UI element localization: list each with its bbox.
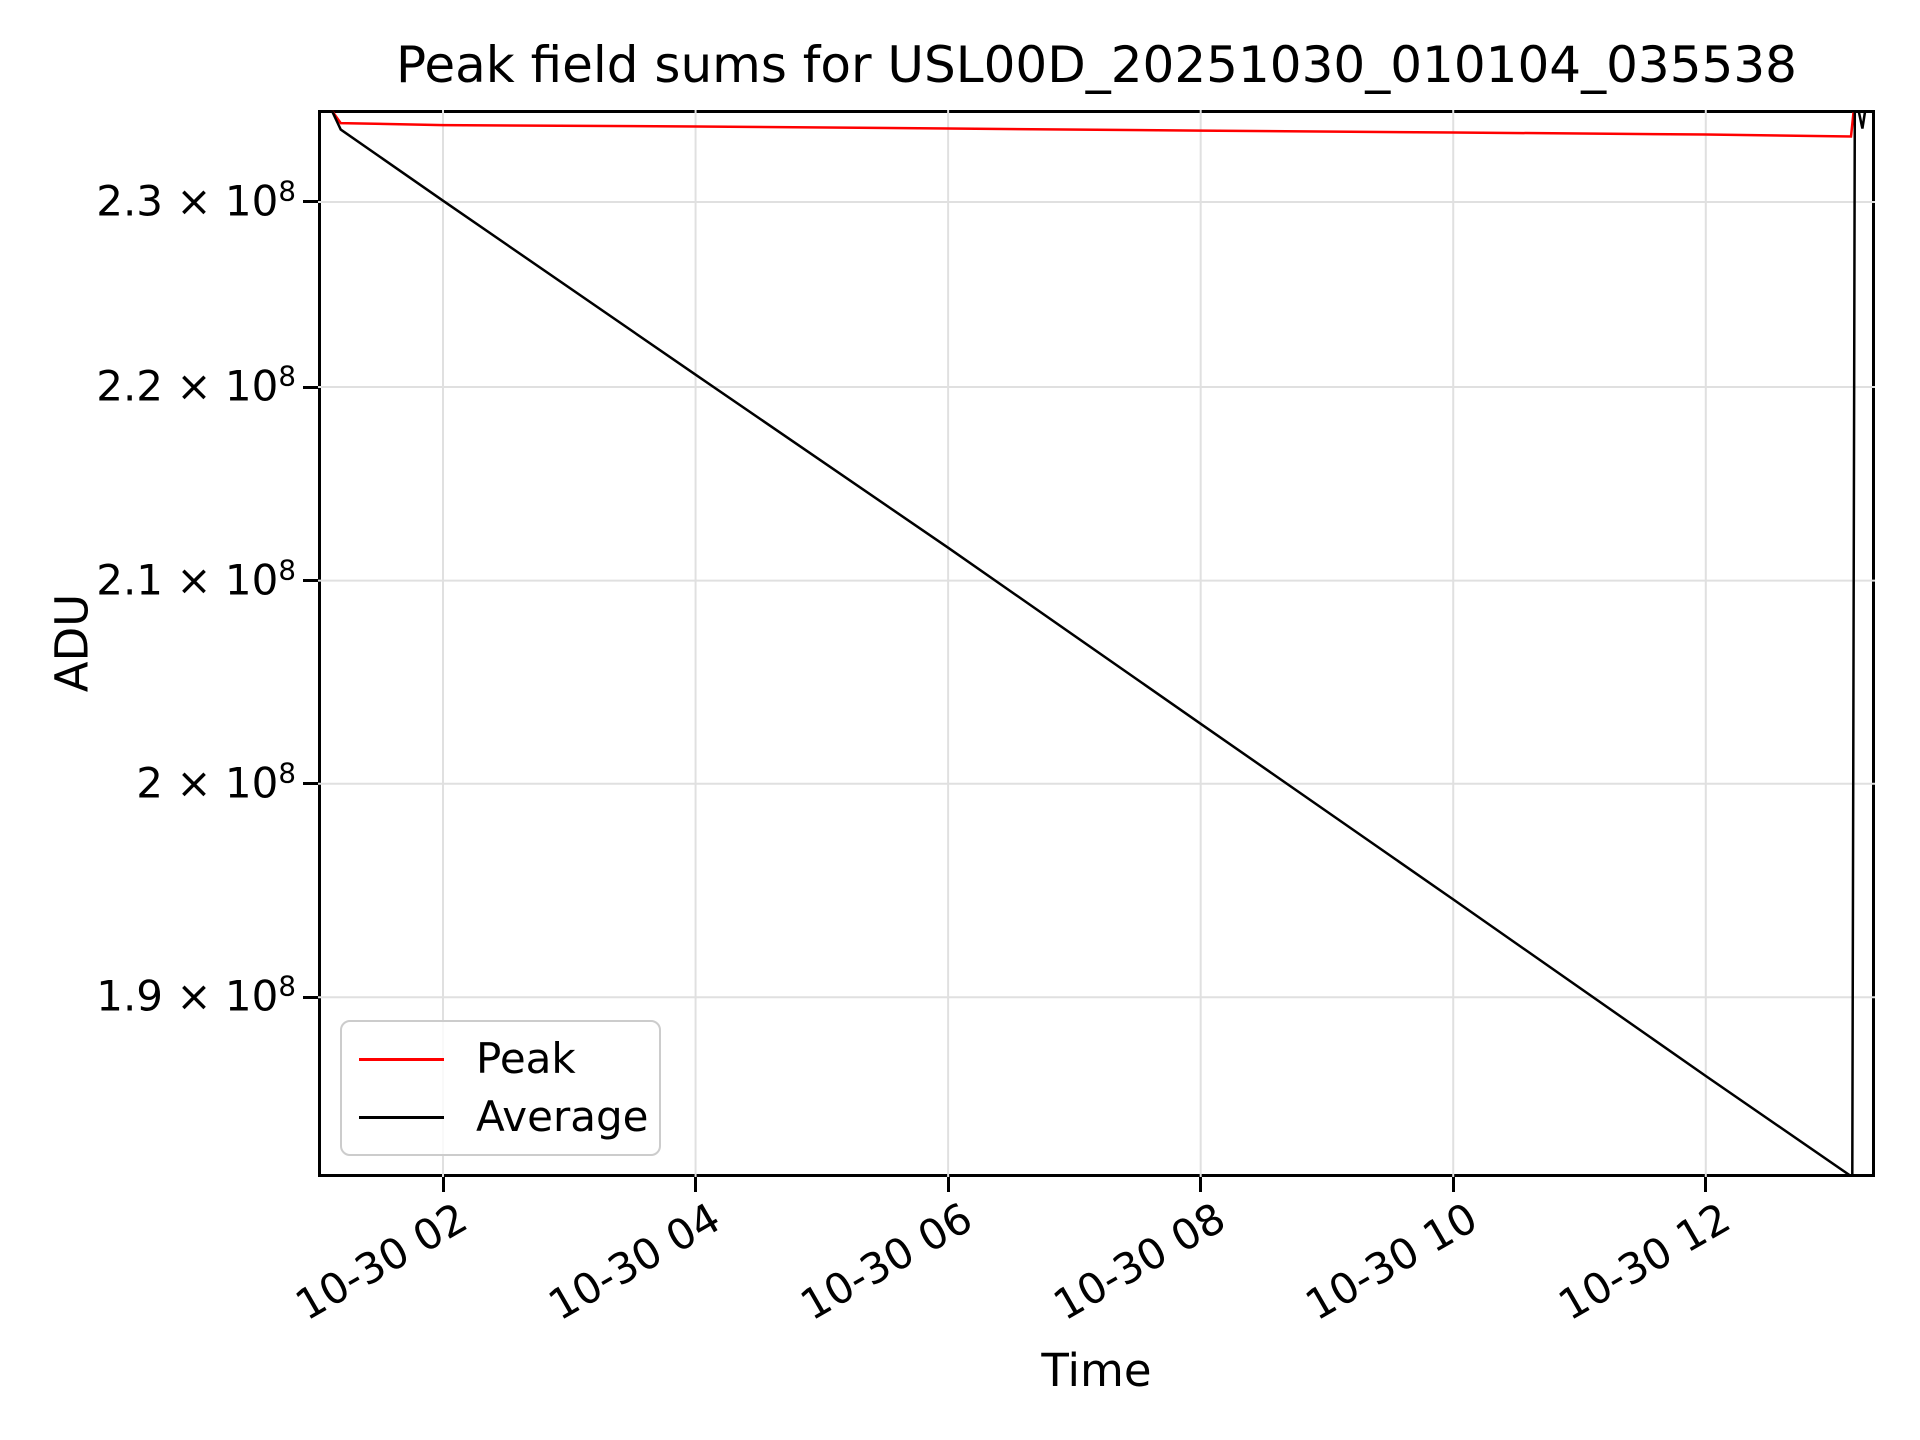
y-tick-exponent: 8: [278, 174, 296, 208]
series-line-peak: [330, 110, 1855, 138]
legend: Peak Average: [340, 1020, 661, 1156]
x-tick-mark: [441, 1177, 445, 1192]
y-tick-label: 2.1 × 108: [40, 553, 296, 604]
y-tick-label: 2 × 108: [40, 756, 296, 807]
plot-area: [318, 110, 1875, 1177]
y-tick-mantissa: 2.1 × 10: [96, 555, 279, 605]
x-tick-label: 10-30 04: [540, 1193, 729, 1330]
legend-item-peak: Peak: [342, 1038, 659, 1080]
x-tick-mark: [1704, 1177, 1708, 1192]
y-tick-mark: [303, 995, 318, 999]
legend-label-peak: Peak: [476, 1034, 576, 1083]
y-tick-mantissa: 1.9 × 10: [96, 971, 279, 1021]
chart-title: Peak field sums for USL00D_20251030_0101…: [396, 36, 1797, 94]
y-tick-mark: [303, 782, 318, 786]
y-tick-mantissa: 2.3 × 10: [96, 176, 279, 226]
y-tick-mark: [303, 200, 318, 204]
average-line-swatch: [359, 1115, 444, 1119]
chart-canvas: [318, 110, 1875, 1177]
y-tick-mantissa: 2.2 × 10: [96, 361, 279, 411]
y-tick-exponent: 8: [278, 756, 296, 790]
x-tick-label: 10-30 12: [1550, 1193, 1739, 1330]
y-tick-label: 2.2 × 108: [40, 359, 296, 410]
y-axis-label: ADU: [45, 593, 99, 693]
x-tick-label: 10-30 08: [1045, 1193, 1234, 1330]
x-tick-label: 10-30 02: [287, 1193, 476, 1330]
legend-item-average: Average: [342, 1096, 659, 1138]
y-tick-mantissa: 2 × 10: [136, 758, 279, 808]
x-tick-label: 10-30 10: [1297, 1193, 1486, 1330]
peak-line-swatch: [359, 1057, 444, 1061]
x-tick-mark: [1451, 1177, 1455, 1192]
y-tick-mark: [303, 579, 318, 583]
x-tick-label: 10-30 06: [792, 1193, 981, 1330]
y-tick-exponent: 8: [278, 969, 296, 1003]
y-tick-exponent: 8: [278, 553, 296, 587]
x-tick-mark: [946, 1177, 950, 1192]
x-tick-mark: [1199, 1177, 1203, 1192]
y-tick-label: 2.3 × 108: [40, 174, 296, 225]
x-tick-mark: [694, 1177, 698, 1192]
y-tick-mark: [303, 385, 318, 389]
legend-label-average: Average: [476, 1092, 649, 1141]
y-tick-exponent: 8: [278, 359, 296, 393]
series-line-average: [330, 110, 1867, 1177]
y-tick-label: 1.9 × 108: [40, 970, 296, 1021]
x-axis-label: Time: [1041, 1344, 1152, 1397]
